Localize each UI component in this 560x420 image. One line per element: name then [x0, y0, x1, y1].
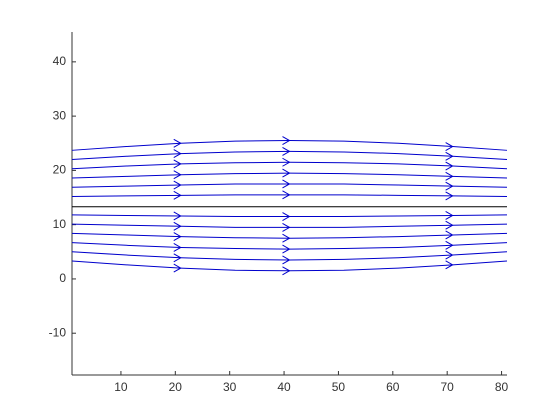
flow-arrow	[445, 151, 454, 161]
x-tick-label: 30	[223, 380, 237, 394]
y-tick-label: -10	[49, 325, 67, 339]
flow-arrow	[282, 168, 291, 178]
x-tick-label: 10	[114, 380, 128, 394]
flow-arrow	[282, 146, 291, 156]
streamline	[71, 232, 508, 239]
x-tick-label: 60	[386, 380, 400, 394]
streamline	[71, 251, 508, 261]
x-tick-label: 80	[495, 380, 509, 394]
flow-arrow	[445, 171, 454, 181]
flow-arrow	[445, 220, 454, 230]
flow-arrow	[173, 253, 182, 263]
flow-arrow	[173, 170, 182, 180]
flow-arrow	[282, 179, 291, 189]
x-tick-label: 20	[169, 380, 183, 394]
streamline	[71, 140, 508, 151]
flow-arrow	[445, 161, 454, 171]
flow-arrow	[173, 180, 182, 190]
y-tick-label: 40	[53, 54, 67, 68]
flow-arrow	[445, 211, 454, 220]
flow-arrow	[173, 211, 182, 221]
flow-arrow	[445, 240, 454, 250]
streamline	[71, 150, 508, 161]
flow-arrow	[173, 232, 182, 242]
flow-arrow	[173, 263, 182, 273]
flow-arrow	[282, 244, 291, 254]
flow-arrow	[445, 230, 454, 240]
flow-arrow	[282, 233, 291, 243]
y-tick-label: 0	[59, 271, 66, 285]
x-tick-label: 50	[332, 380, 346, 394]
flow-arrow	[282, 136, 291, 145]
flow-arrow	[173, 243, 182, 252]
x-tick-label: 40	[277, 380, 291, 394]
x-tick-label: 70	[441, 380, 455, 394]
flow-arrow	[445, 191, 454, 201]
y-tick-label: 10	[53, 217, 67, 231]
y-tick-label: 30	[53, 108, 67, 122]
flow-arrow	[282, 212, 291, 221]
flow-arrow	[445, 181, 454, 191]
flow-arrow	[282, 266, 291, 276]
streamline	[71, 172, 508, 179]
flow-arrow	[173, 138, 182, 148]
streamline	[71, 242, 508, 250]
flow-arrow	[445, 260, 454, 270]
y-tick-label: 20	[53, 163, 67, 177]
streamline	[71, 260, 508, 272]
flow-arrow	[282, 190, 291, 200]
flow-arrow	[282, 255, 291, 265]
flow-arrow	[173, 149, 182, 159]
flow-arrow	[173, 159, 182, 169]
flow-arrow	[445, 142, 454, 151]
flow-arrow	[282, 157, 291, 167]
flow-arrow	[173, 221, 182, 231]
flow-arrow	[173, 190, 182, 200]
streamline	[71, 161, 508, 170]
flow-arrow	[445, 250, 454, 260]
flow-arrow	[282, 222, 291, 232]
